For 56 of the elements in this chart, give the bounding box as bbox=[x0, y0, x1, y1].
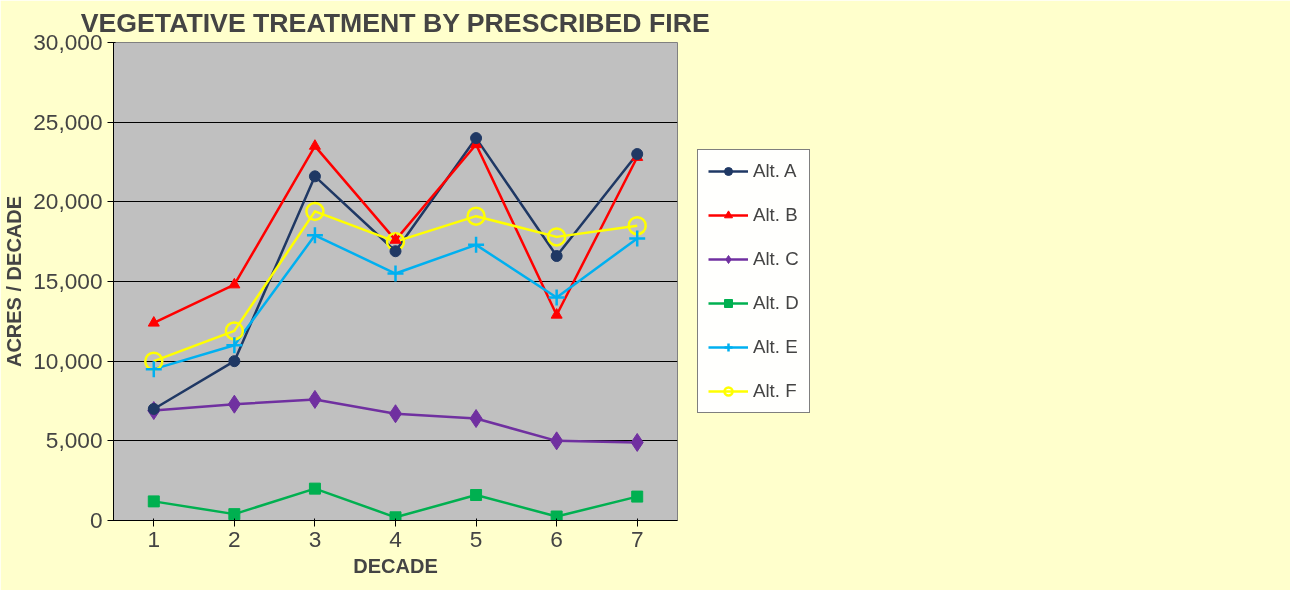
x-tick-label: 3 bbox=[308, 525, 322, 552]
point bbox=[630, 432, 644, 452]
y-tick-label: 0 bbox=[89, 507, 103, 533]
point bbox=[224, 321, 245, 341]
legend-label: Alt. B bbox=[753, 204, 798, 226]
legend-label: Alt. C bbox=[753, 248, 799, 270]
point bbox=[308, 389, 322, 409]
point bbox=[147, 402, 160, 415]
point bbox=[308, 482, 321, 495]
point bbox=[470, 489, 483, 502]
point bbox=[147, 495, 160, 508]
point bbox=[547, 288, 566, 307]
point bbox=[225, 335, 244, 355]
point bbox=[147, 316, 160, 327]
point bbox=[469, 409, 483, 429]
point bbox=[550, 510, 563, 521]
y-axis-title: ACRES / DECADE bbox=[3, 195, 26, 368]
legend-label: Alt. D bbox=[753, 292, 799, 314]
point bbox=[546, 227, 567, 247]
point bbox=[627, 229, 647, 248]
x-tick-label: 1 bbox=[147, 525, 161, 552]
point bbox=[389, 511, 402, 521]
y-tick-label: 10,000 bbox=[33, 347, 103, 374]
x-tick-label: 7 bbox=[630, 525, 644, 552]
y-tick-label: 5,000 bbox=[45, 427, 103, 454]
point bbox=[228, 277, 241, 289]
point bbox=[385, 231, 406, 252]
point bbox=[466, 206, 486, 226]
y-tick-label: 20,000 bbox=[33, 188, 103, 215]
point bbox=[627, 216, 647, 236]
y-tick-label: 15,000 bbox=[33, 268, 103, 294]
point bbox=[305, 226, 325, 245]
legend-label: Alt. A bbox=[753, 160, 797, 182]
x-tick-label: 4 bbox=[389, 525, 402, 552]
x-tick-label: 5 bbox=[469, 525, 483, 552]
point bbox=[389, 245, 402, 258]
point bbox=[631, 490, 644, 503]
x-tick-label: 6 bbox=[550, 525, 563, 552]
point bbox=[308, 170, 321, 183]
y-tick-label: 25,000 bbox=[33, 108, 103, 135]
point bbox=[466, 235, 486, 255]
x-tick-label: 2 bbox=[228, 525, 241, 552]
point bbox=[308, 139, 321, 150]
legend-label: Alt. F bbox=[753, 380, 797, 402]
point bbox=[550, 308, 563, 319]
legend-label: Alt. E bbox=[753, 336, 798, 358]
point bbox=[228, 355, 241, 368]
point bbox=[144, 359, 164, 379]
point bbox=[550, 431, 564, 451]
x-axis-title: DECADE bbox=[353, 554, 438, 577]
point bbox=[550, 250, 563, 262]
point bbox=[470, 132, 483, 145]
point bbox=[386, 264, 405, 283]
point bbox=[228, 508, 241, 521]
point bbox=[227, 394, 241, 414]
point bbox=[305, 201, 325, 222]
